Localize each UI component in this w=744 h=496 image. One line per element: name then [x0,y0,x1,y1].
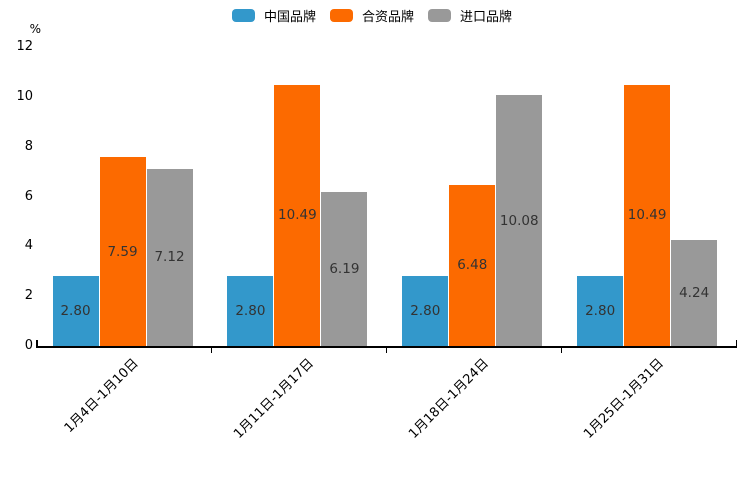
bar-合资品牌-1 [99,157,146,346]
legend-color-swatch-icon [428,9,451,22]
y-tick-label: 2 [24,288,33,304]
legend-item-2: 合资品牌 [329,6,414,25]
bar-value-label: 2.80 [60,303,91,320]
bar-value-label: 7.59 [107,243,138,260]
legend-color-swatch-icon [231,9,255,22]
bar-value-label: 2.80 [585,303,616,320]
bar-中国品牌-2 [227,276,274,346]
bar-value-label: 4.24 [679,285,710,302]
bar-value-label: 10.49 [278,207,317,224]
y-axis-unit-label: % [29,22,41,36]
legend-item-label: 合资品牌 [361,10,414,25]
legend-item-label: 进口品牌 [460,10,513,25]
bar-value-label: 7.12 [154,249,185,266]
bar-value-label: 10.49 [627,207,667,224]
x-axis-tick [560,348,563,353]
y-tick-label: 0 [24,338,33,353]
x-tick-label: 1月4日-1月10日 [62,356,143,436]
bar-进口品牌-4 [671,240,718,346]
x-axis-line [36,346,737,348]
bar-合资品牌-3 [449,184,496,346]
bar-value-label: 6.19 [329,260,360,277]
y-tick-label: 12 [16,39,33,55]
legend-color-swatch-icon [329,9,353,22]
y-tick-label: 10 [16,89,33,104]
y-tick-label: 8 [24,138,33,154]
bar-value-label: 10.08 [499,212,539,229]
bar-中国品牌-4 [577,276,624,346]
bar-进口品牌-2 [321,191,368,346]
legend-item-label: 中国品牌 [263,10,316,25]
bar-中国品牌-3 [402,276,449,346]
x-axis-tick [210,348,213,353]
bar-value-label: 2.80 [410,303,441,320]
bar-合资品牌-4 [624,84,671,346]
x-axis-tick [385,348,388,353]
bar-进口品牌-1 [146,168,193,346]
bar-合资品牌-2 [274,84,321,346]
x-axis-tick [735,340,737,346]
bar-中国品牌-1 [52,276,99,346]
bar-进口品牌-3 [496,95,543,346]
x-tick-label: 1月11日-1月17日 [231,356,317,442]
y-tick-label: 4 [24,238,33,254]
x-axis-tick [36,340,38,346]
bar-value-label: 6.48 [457,257,488,274]
legend: 中国品牌 合资品牌 进口品牌 [0,6,744,25]
y-tick-label: 6 [24,188,33,204]
x-tick-label: 1月18日-1月24日 [406,356,492,442]
legend-item-1: 中国品牌 [231,6,316,25]
x-tick-label: 1月25日-1月31日 [580,356,667,442]
legend-item-3: 进口品牌 [428,6,512,25]
bar-value-label: 2.80 [235,303,266,320]
